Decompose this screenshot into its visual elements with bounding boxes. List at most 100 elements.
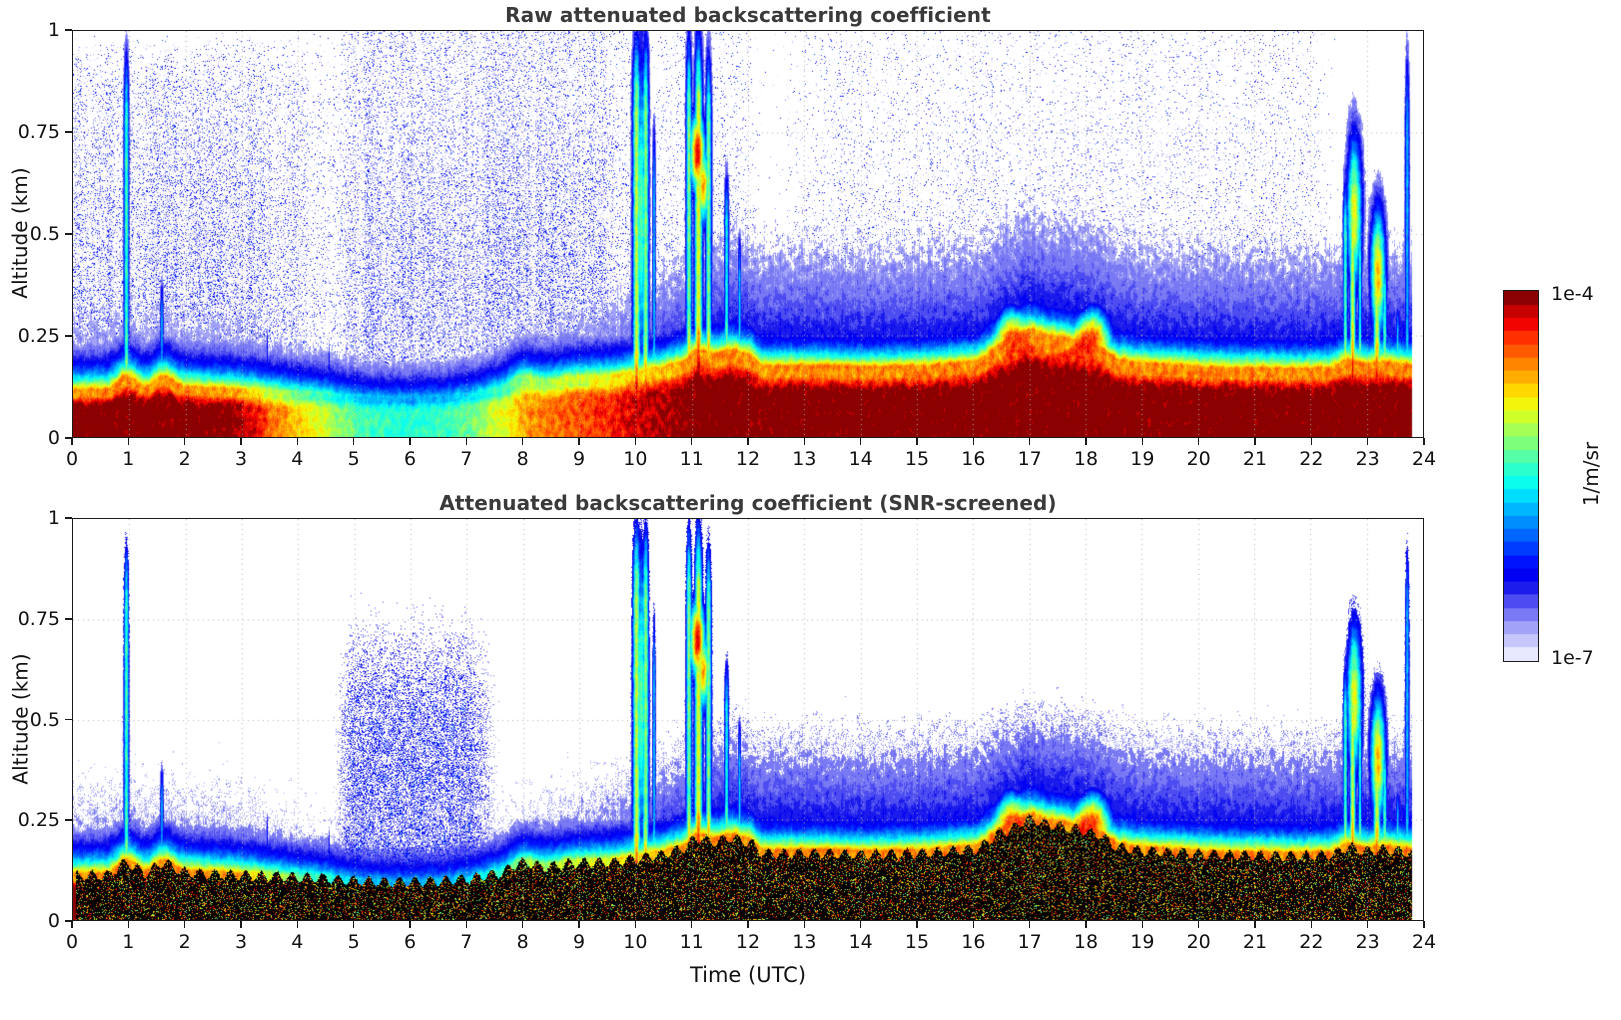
x-tick-mark [352,438,355,445]
x-tick-label: 12 [735,931,761,953]
y-axis-label-raw: Altitude (km) [8,167,32,299]
x-tick-mark [127,921,130,928]
x-tick-label: 5 [347,448,360,470]
x-tick-label: 4 [291,931,304,953]
x-tick-label: 20 [1186,931,1211,953]
y-tick-mark [65,718,72,721]
x-tick-label: 2 [178,448,191,470]
y-tick-mark [65,819,72,822]
x-tick-label: 15 [904,931,930,953]
x-tick-label: 17 [1017,931,1042,953]
x-tick-label: 18 [1073,931,1099,953]
y-tick-label: 1 [47,507,60,529]
x-tick-label: 12 [735,448,761,470]
x-tick-mark [1085,921,1087,928]
x-tick-mark [859,921,862,928]
x-tick-mark [240,921,242,928]
y-tick-label: 0.75 [17,121,60,143]
x-tick-label: 22 [1299,931,1324,953]
panel-title-screened: Attenuated backscattering coefficient (S… [439,491,1057,515]
x-tick-label: 8 [516,448,529,470]
y-axis-label-screened: Altitude (km) [8,652,32,785]
x-tick-label: 16 [961,931,986,953]
x-tick-label: 7 [460,448,473,470]
x-tick-label: 10 [623,931,648,953]
y-tick-label: 0.25 [17,809,60,832]
x-tick-label: 22 [1299,448,1324,470]
x-tick-label: 19 [1130,448,1155,470]
x-tick-mark [747,438,749,445]
x-tick-mark [859,438,862,445]
x-tick-mark [521,921,524,928]
y-tick-mark [65,233,72,235]
x-tick-label: 4 [291,448,304,470]
x-tick-label: 11 [679,448,704,470]
y-tick-mark [65,920,72,922]
x-tick-label: 1 [122,931,135,953]
x-tick-mark [634,921,637,928]
x-tick-mark [296,438,299,445]
x-tick-label: 24 [1411,931,1437,953]
y-tick-mark [65,437,72,439]
panel-title-raw: Raw attenuated backscattering coefficien… [505,3,991,27]
x-tick-mark [1254,921,1256,928]
y-tick-label: 0.5 [29,223,60,245]
colorbar-max-label: 1e-4 [1551,283,1594,305]
x-tick-label: 8 [516,931,529,953]
x-tick-mark [1197,438,1200,445]
y-tick-label: 0.25 [17,325,60,347]
x-tick-mark [71,438,73,445]
x-tick-mark [465,921,468,928]
x-tick-mark [1423,438,1425,445]
heatmap-panel-raw[interactable] [72,30,1424,438]
x-tick-label: 15 [904,448,930,470]
x-tick-label: 23 [1355,931,1380,953]
x-tick-label: 24 [1411,448,1437,470]
x-tick-label: 14 [848,931,873,953]
heatmap-canvas-raw [73,31,1423,437]
x-tick-mark [465,438,468,445]
x-tick-mark [916,438,918,445]
x-tick-label: 9 [572,448,586,470]
y-tick-mark [65,517,72,519]
x-tick-label: 18 [1073,448,1099,470]
x-tick-label: 0 [65,448,79,470]
y-tick-mark [65,131,72,133]
x-tick-mark [521,438,524,445]
x-tick-label: 21 [1242,448,1268,470]
x-tick-mark [352,921,355,928]
colorbar-unit-label: 1/m/sr [1579,441,1603,507]
x-tick-mark [1423,921,1425,928]
x-tick-label: 7 [460,931,473,953]
x-tick-mark [1141,438,1144,445]
x-tick-mark [690,921,693,928]
y-tick-mark [65,335,72,337]
x-tick-mark [296,921,299,928]
x-tick-mark [127,438,130,445]
x-tick-mark [747,921,749,928]
x-tick-mark [183,921,186,928]
colorbar-min-label: 1e-7 [1551,647,1594,669]
x-tick-mark [972,921,975,928]
x-axis-label: Time (UTC) [689,963,807,987]
x-tick-label: 1 [122,448,135,470]
x-tick-label: 3 [234,931,248,953]
heatmap-canvas-screened [73,519,1423,920]
x-tick-mark [1085,438,1087,445]
x-tick-mark [1366,921,1369,928]
x-tick-mark [183,438,186,445]
x-tick-label: 19 [1130,931,1155,953]
x-tick-label: 13 [792,448,817,470]
x-tick-label: 16 [961,448,986,470]
x-tick-mark [1254,438,1256,445]
heatmap-panel-screened[interactable] [72,518,1424,921]
x-tick-mark [240,438,242,445]
x-tick-mark [578,921,580,928]
y-tick-label: 0.75 [17,607,60,630]
x-tick-mark [1310,921,1313,928]
colorbar-gradient [1504,291,1538,661]
x-tick-mark [1310,438,1313,445]
x-tick-mark [916,921,918,928]
x-tick-mark [1028,438,1031,445]
